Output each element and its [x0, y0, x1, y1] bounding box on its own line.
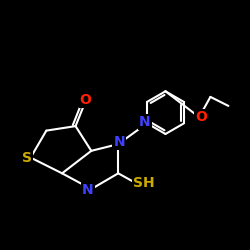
Text: N: N: [82, 183, 94, 197]
Text: N: N: [139, 115, 150, 129]
Text: O: O: [196, 110, 207, 124]
Text: S: S: [22, 150, 32, 164]
Text: N: N: [114, 135, 125, 149]
Text: O: O: [80, 93, 92, 107]
Text: SH: SH: [133, 176, 155, 190]
